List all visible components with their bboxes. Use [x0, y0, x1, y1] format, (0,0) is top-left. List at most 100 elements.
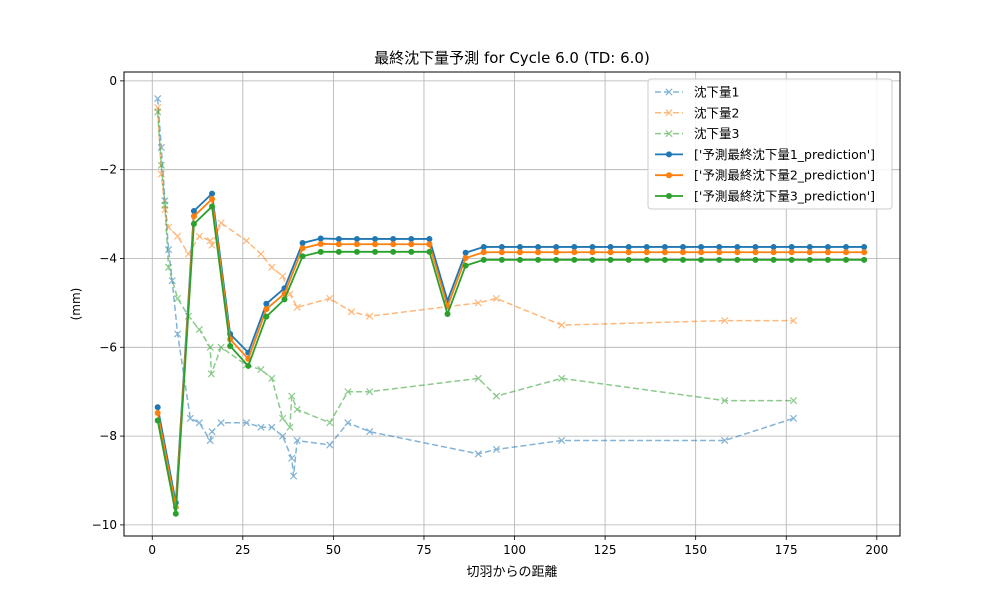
- series-3-point: [161, 201, 169, 209]
- series-5-point: [625, 249, 632, 256]
- x-marker-stroke: [344, 388, 352, 396]
- y-tick-label: −8: [99, 429, 117, 443]
- x-marker-stroke: [326, 441, 334, 449]
- series-5-point: [263, 306, 270, 313]
- series-6-point: [752, 256, 759, 263]
- legend-swatch-marker: [665, 109, 673, 117]
- x-marker-stroke: [789, 396, 798, 405]
- series-6-point: [335, 248, 342, 255]
- series-3-point: [721, 396, 729, 405]
- series-6-point: [317, 248, 324, 255]
- x-marker-stroke: [289, 472, 298, 480]
- series-5-point: [861, 249, 868, 256]
- series-5-point: [408, 241, 415, 248]
- x-marker-stroke: [326, 419, 334, 427]
- series-3-point: [344, 388, 352, 396]
- series-6-point: [788, 256, 795, 263]
- legend-item-5: [655, 172, 683, 179]
- x-axis-label: 切羽からの距離: [466, 565, 557, 580]
- x-marker-stroke: [257, 423, 265, 431]
- series-5-point: [806, 249, 813, 256]
- legend-label: 沈下量1: [694, 85, 739, 100]
- series-1-point: [173, 330, 182, 338]
- series-4-point: [788, 243, 795, 250]
- x-marker-stroke: [789, 414, 798, 422]
- x-marker-stroke: [168, 277, 176, 285]
- series-3-point: [558, 374, 566, 382]
- series-2-point: [208, 241, 216, 249]
- legend-item-4: [655, 151, 683, 158]
- series-6-point: [824, 256, 831, 263]
- series-4-point: [154, 404, 161, 411]
- legend-label: ['予測最終沈下量1_prediction']: [694, 147, 875, 162]
- series-4-point: [498, 243, 505, 250]
- series-2-point: [268, 263, 276, 271]
- x-marker-stroke: [279, 414, 287, 422]
- series-2-point: [721, 317, 729, 325]
- series-6-point: [661, 256, 668, 263]
- series-3-point: [154, 108, 162, 116]
- legend-item-6: [655, 193, 683, 199]
- series-6-point: [462, 262, 469, 269]
- x-tick-label: 125: [594, 543, 617, 557]
- series-4-point: [716, 243, 723, 250]
- series-6-point: [372, 248, 379, 255]
- series-6-point: [209, 203, 216, 210]
- series-5-point: [661, 249, 668, 256]
- series-3-point: [286, 423, 294, 431]
- x-marker-stroke: [492, 392, 501, 400]
- series-5-point: [535, 249, 542, 256]
- legend-swatch-marker: [666, 151, 672, 158]
- series-3-point: [279, 414, 287, 422]
- series-5-point: [190, 213, 197, 220]
- series-1-point: [789, 414, 798, 422]
- series-6-line: [156, 204, 865, 514]
- legend-label: 沈下量3: [694, 126, 739, 141]
- series-3-point: [257, 365, 265, 374]
- x-marker-stroke: [558, 374, 566, 382]
- series-6-point: [390, 248, 397, 255]
- series-5-point: [824, 249, 831, 256]
- series-4-point: [353, 235, 360, 242]
- series-1-point: [164, 245, 173, 254]
- series-5-point: [553, 249, 560, 256]
- series-1-point: [268, 423, 276, 431]
- series-1-point: [217, 419, 225, 427]
- x-marker-stroke: [186, 414, 194, 422]
- x-marker-stroke: [665, 129, 673, 138]
- series-5-point: [770, 249, 777, 256]
- series-4-point: [770, 243, 777, 250]
- x-marker-stroke: [164, 245, 173, 254]
- series-4-point: [734, 243, 741, 250]
- x-marker-stroke: [366, 428, 374, 436]
- x-tick-label: 150: [684, 543, 707, 557]
- series-4-point: [535, 243, 542, 250]
- x-marker-stroke: [474, 299, 482, 307]
- series-4-point: [372, 235, 379, 242]
- series-4-point: [390, 235, 397, 242]
- series-4-point: [480, 243, 487, 250]
- series-6-point: [227, 342, 234, 349]
- x-marker-stroke: [288, 454, 296, 462]
- x-tick-label: 25: [235, 543, 250, 557]
- series-5-line: [156, 197, 865, 508]
- series-5-point: [372, 241, 379, 248]
- x-tick-label: 50: [326, 543, 341, 557]
- series-6-point: [535, 256, 542, 263]
- x-marker-stroke: [286, 423, 294, 431]
- series-1-point: [279, 432, 287, 440]
- series-6-point: [698, 256, 705, 263]
- series-3-point: [492, 392, 501, 400]
- series-1-point: [344, 419, 352, 427]
- series-4-point: [806, 243, 813, 250]
- series-6-point: [516, 256, 523, 263]
- series-4-point: [462, 249, 469, 256]
- x-marker-stroke: [173, 330, 182, 338]
- series-4-point: [679, 243, 686, 250]
- series-5-point: [353, 241, 360, 248]
- legend-label: ['予測最終沈下量2_prediction']: [694, 168, 875, 183]
- x-tick-label: 0: [148, 543, 156, 557]
- series-5-point: [698, 249, 705, 256]
- series-5-point: [679, 249, 686, 256]
- legend-swatch-marker: [665, 129, 673, 138]
